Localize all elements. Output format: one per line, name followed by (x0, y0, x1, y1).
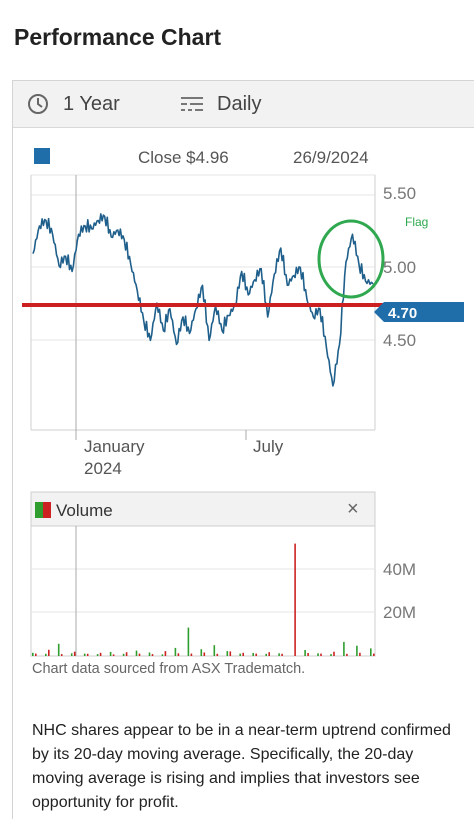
volume-bar-down (281, 653, 283, 656)
volume-legend-up (35, 502, 43, 518)
x-tick-label-part: 2024 (84, 459, 122, 478)
volume-bar-up (83, 653, 86, 656)
volume-bar-down (73, 651, 76, 656)
y-tick-label: 5.00 (383, 258, 416, 277)
volume-bar-down (373, 653, 375, 656)
volume-bar-up (213, 645, 216, 656)
volume-bar-up (57, 643, 60, 656)
volume-bar-up (122, 653, 125, 656)
volume-bar-down (333, 651, 335, 656)
volume-bar-up (265, 653, 267, 656)
current-price-tag: 4.70 (374, 302, 464, 322)
volume-bar-up (356, 645, 358, 656)
volume-bar-down (307, 653, 309, 656)
y-tick-label: 5.50 (383, 184, 416, 203)
volume-bar-up (161, 654, 164, 656)
volume-legend-icon (35, 502, 51, 518)
legend-square (34, 148, 50, 164)
volume-bar-down (112, 654, 115, 656)
price-series-line (32, 213, 374, 387)
volume-bar-down (216, 653, 219, 656)
volume-bar-down (346, 653, 348, 656)
volume-bar-up (32, 652, 34, 656)
volume-bar-up (187, 627, 190, 656)
volume-bar-down (229, 651, 232, 656)
period-label: 1 Year (63, 92, 120, 115)
volume-bar-up (317, 653, 319, 656)
volume-legend-down (43, 502, 51, 518)
volume-bar-down (35, 653, 37, 656)
volume-bar-down (164, 651, 167, 656)
volume-bar-down (320, 653, 322, 656)
volume-bar-up (304, 650, 306, 656)
volume-bar-up (343, 641, 345, 656)
volume-bar-down (242, 652, 244, 656)
price-tag-label: 4.70 (388, 305, 417, 322)
volume-bar-up (252, 653, 254, 656)
period-selector[interactable]: 1 Year (27, 81, 120, 127)
interval-selector[interactable]: Daily (181, 81, 261, 127)
volume-bar-up (109, 651, 112, 656)
page-title: Performance Chart (14, 24, 222, 50)
chart-area: Close $4.96 26/9/2024 5.50 5.00 4.50 Jan… (22, 148, 464, 657)
x-tick-label-part: January (84, 437, 145, 456)
flag-annotation-label: Flag (405, 215, 428, 229)
volume-bar-down (294, 543, 296, 656)
volume-bar-up (370, 648, 372, 656)
chart-panel (12, 80, 474, 819)
commentary-text: NHC shares appear to be in a near-term u… (32, 722, 451, 811)
source-note: Chart data sourced from ASX Tradematch. (32, 661, 306, 677)
volume-bar-up (135, 650, 138, 656)
volume-close-icon[interactable]: × (347, 498, 359, 520)
volume-bar-down (255, 653, 257, 656)
volume-bar-down (359, 652, 361, 656)
y-tick-label: 4.50 (383, 331, 416, 350)
x-tick-label-july: July (253, 437, 284, 456)
volume-title: Volume (56, 501, 113, 520)
volume-bar-up (174, 647, 177, 656)
interval-label: Daily (217, 92, 262, 115)
volume-bar-up (45, 653, 47, 656)
volume-bar-up (330, 654, 332, 656)
clock-icon (28, 94, 48, 114)
volume-bar-down (138, 653, 141, 656)
volume-bar-down (177, 653, 180, 656)
legend-date-label: 26/9/2024 (293, 148, 369, 167)
volume-chart: Volume × 40M 20M (30, 491, 416, 657)
legend-close-label: Close $4.96 (138, 148, 229, 167)
volume-y-tick-label: 40M (383, 560, 416, 579)
bars-icon (181, 97, 203, 111)
volume-bar-up (70, 653, 73, 656)
volume-header (30, 491, 376, 527)
price-chart: Close $4.96 26/9/2024 5.50 5.00 4.50 Jan… (22, 148, 464, 478)
volume-bar-up (96, 654, 99, 656)
volume-bar-down (60, 654, 63, 656)
volume-bar-down (268, 652, 270, 656)
volume-bar-down (48, 649, 50, 656)
volume-bar-down (203, 652, 206, 656)
price-tag-shape (374, 302, 464, 322)
volume-y-tick-label: 20M (383, 603, 416, 622)
volume-bar-up (239, 653, 241, 656)
flag-annotation-circle (317, 219, 385, 299)
volume-bar-down (151, 654, 154, 656)
volume-bar-up (200, 649, 203, 656)
x-tick-label-january: January 2024 (84, 437, 149, 478)
volume-bar-down (99, 652, 102, 656)
volume-bars (32, 543, 375, 656)
volume-bar-up (226, 651, 229, 656)
volume-bar-up (278, 653, 280, 656)
volume-bar-down (190, 653, 193, 656)
volume-bar-up (148, 652, 151, 656)
chart-toolbar: 1 Year Daily (13, 81, 474, 128)
volume-bar-down (86, 653, 89, 656)
volume-bar-down (125, 652, 128, 656)
